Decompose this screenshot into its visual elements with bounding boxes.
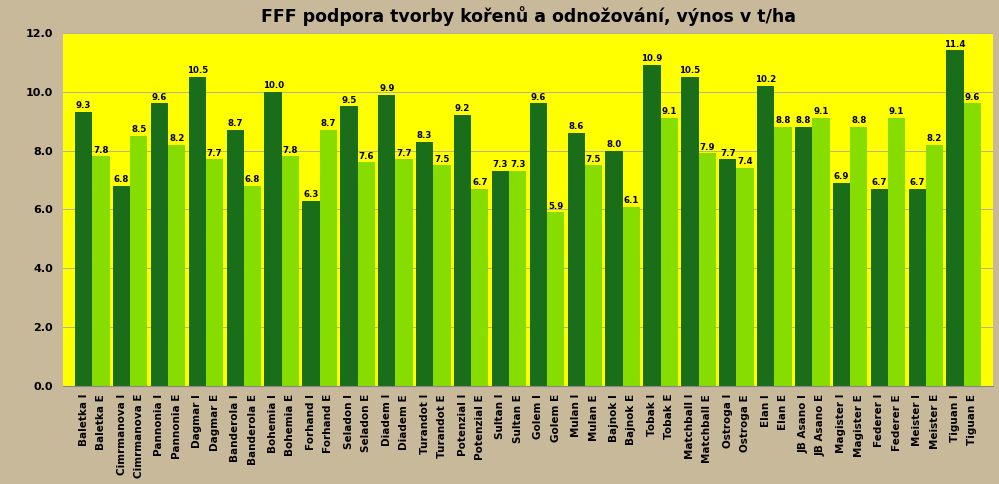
Title: FFF podpora tvorby kořenů a odnožování, výnos v t/ha: FFF podpora tvorby kořenů a odnožování, … — [261, 5, 795, 26]
Text: 7.5: 7.5 — [585, 154, 601, 164]
Text: 8.8: 8.8 — [775, 116, 790, 125]
Text: 7.3: 7.3 — [510, 160, 525, 169]
Bar — [454, 115, 472, 386]
Text: 8.8: 8.8 — [796, 116, 811, 125]
Bar — [130, 136, 148, 386]
Bar — [341, 106, 358, 386]
Text: 9.9: 9.9 — [379, 84, 395, 93]
Text: 9.1: 9.1 — [889, 107, 904, 116]
Text: 7.9: 7.9 — [699, 143, 715, 151]
Bar — [926, 145, 943, 386]
Text: 6.7: 6.7 — [909, 178, 925, 187]
Text: 6.1: 6.1 — [623, 196, 639, 205]
Bar — [92, 156, 110, 386]
Text: 6.9: 6.9 — [834, 172, 849, 181]
Text: 7.8: 7.8 — [283, 146, 298, 155]
Text: 11.4: 11.4 — [944, 40, 966, 48]
Bar — [75, 112, 92, 386]
Bar — [795, 127, 812, 386]
Text: 9.5: 9.5 — [342, 95, 357, 105]
Bar — [189, 77, 206, 386]
Text: 8.7: 8.7 — [321, 119, 336, 128]
Bar — [909, 189, 926, 386]
Text: 7.7: 7.7 — [397, 149, 412, 158]
Bar — [206, 159, 223, 386]
Bar — [151, 104, 168, 386]
Text: 7.7: 7.7 — [207, 149, 223, 158]
Text: 8.0: 8.0 — [606, 140, 621, 149]
Text: 6.7: 6.7 — [473, 178, 488, 187]
Bar — [946, 50, 964, 386]
Bar — [244, 186, 261, 386]
Bar — [964, 104, 981, 386]
Text: 7.4: 7.4 — [737, 157, 753, 166]
Bar — [605, 151, 622, 386]
Text: 9.1: 9.1 — [661, 107, 677, 116]
Text: 10.5: 10.5 — [187, 66, 208, 75]
Bar — [736, 168, 753, 386]
Bar — [871, 189, 888, 386]
Bar — [850, 127, 867, 386]
Bar — [492, 171, 509, 386]
Text: 9.2: 9.2 — [455, 105, 471, 113]
Bar — [681, 77, 698, 386]
Bar — [698, 153, 716, 386]
Bar — [358, 162, 375, 386]
Bar — [509, 171, 526, 386]
Text: 9.6: 9.6 — [152, 92, 167, 102]
Bar — [529, 104, 547, 386]
Bar — [265, 91, 282, 386]
Bar — [567, 133, 584, 386]
Bar — [320, 130, 337, 386]
Text: 8.8: 8.8 — [851, 116, 866, 125]
Bar — [774, 127, 791, 386]
Text: 8.6: 8.6 — [568, 122, 583, 131]
Bar — [888, 118, 905, 386]
Text: 9.3: 9.3 — [76, 102, 91, 110]
Text: 8.5: 8.5 — [131, 125, 147, 134]
Bar — [416, 142, 434, 386]
Bar — [378, 94, 396, 386]
Bar — [282, 156, 299, 386]
Text: 6.7: 6.7 — [871, 178, 887, 187]
Bar — [434, 165, 451, 386]
Text: 6.3: 6.3 — [304, 190, 319, 199]
Text: 10.5: 10.5 — [679, 66, 700, 75]
Text: 10.0: 10.0 — [263, 81, 284, 90]
Bar — [168, 145, 186, 386]
Bar — [719, 159, 736, 386]
Text: 8.2: 8.2 — [927, 134, 942, 143]
Bar — [396, 159, 413, 386]
Text: 7.6: 7.6 — [359, 151, 374, 161]
Bar — [547, 212, 564, 386]
Text: 7.5: 7.5 — [435, 154, 450, 164]
Text: 8.2: 8.2 — [169, 134, 185, 143]
Text: 8.7: 8.7 — [228, 119, 243, 128]
Text: 7.3: 7.3 — [493, 160, 508, 169]
Bar — [812, 118, 829, 386]
Text: 10.9: 10.9 — [641, 54, 662, 63]
Bar — [660, 118, 678, 386]
Text: 9.6: 9.6 — [530, 92, 546, 102]
Bar — [757, 86, 774, 386]
Text: 9.6: 9.6 — [965, 92, 980, 102]
Bar — [833, 183, 850, 386]
Text: 8.3: 8.3 — [417, 131, 433, 140]
Bar — [622, 207, 640, 386]
Bar — [303, 201, 320, 386]
Bar — [113, 186, 130, 386]
Text: 5.9: 5.9 — [548, 202, 563, 211]
Bar — [643, 65, 660, 386]
Text: 6.8: 6.8 — [114, 175, 129, 184]
Text: 7.7: 7.7 — [720, 149, 735, 158]
Bar — [472, 189, 489, 386]
Bar — [584, 165, 602, 386]
Text: 7.8: 7.8 — [93, 146, 109, 155]
Text: 9.1: 9.1 — [813, 107, 828, 116]
Bar — [227, 130, 244, 386]
Text: 6.8: 6.8 — [245, 175, 260, 184]
Text: 10.2: 10.2 — [755, 75, 776, 84]
